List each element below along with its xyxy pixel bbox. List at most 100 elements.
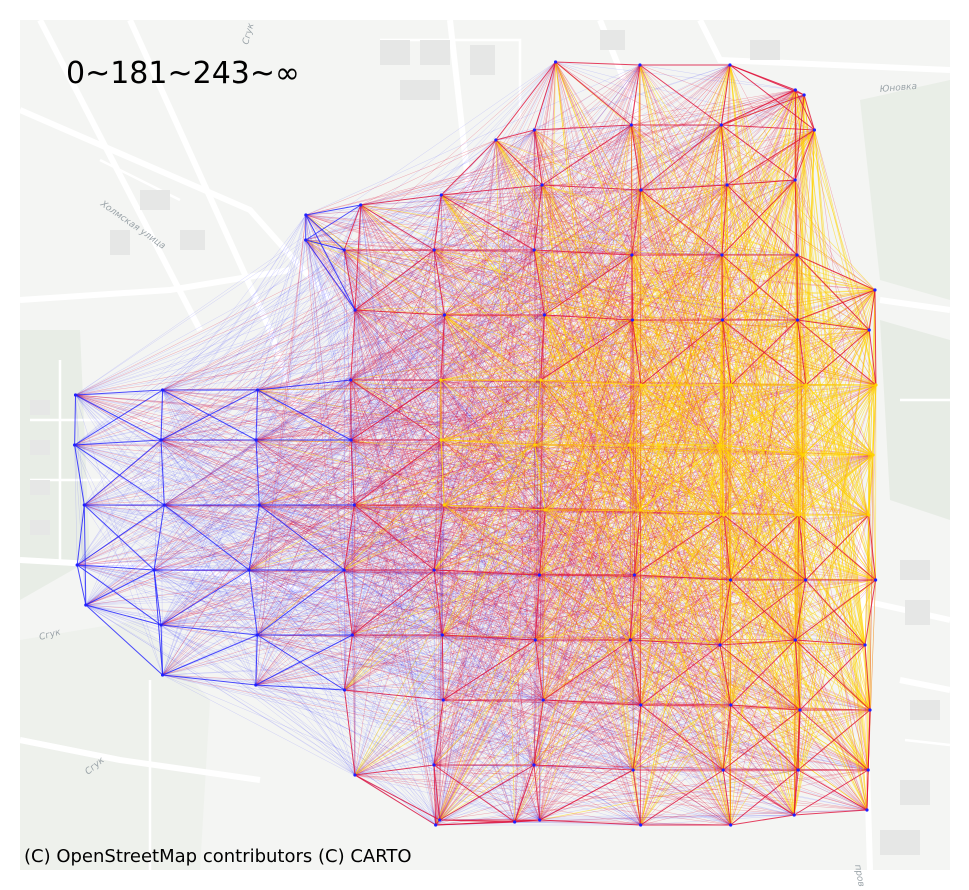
network-node bbox=[342, 688, 347, 692]
flow-edge bbox=[255, 634, 353, 686]
flow-edge bbox=[352, 194, 442, 636]
flow-edge bbox=[555, 61, 630, 446]
flow-edge bbox=[729, 64, 795, 816]
flow-edge bbox=[255, 439, 799, 771]
flow-edge bbox=[723, 384, 877, 516]
flow-edge bbox=[343, 249, 435, 766]
flow-edge bbox=[77, 564, 634, 771]
flow-edge bbox=[154, 444, 535, 571]
flow-edge bbox=[344, 569, 731, 826]
flow-edge bbox=[444, 504, 641, 706]
flow-edge bbox=[534, 249, 632, 256]
flow-edge bbox=[255, 249, 435, 441]
flow-edge bbox=[85, 604, 731, 706]
flow-edge bbox=[514, 769, 724, 823]
flow-edge bbox=[797, 319, 870, 331]
flow-edge bbox=[255, 439, 796, 641]
flow-edge bbox=[435, 184, 543, 826]
flow-edge bbox=[441, 194, 535, 251]
flow-edge bbox=[639, 64, 876, 291]
flow-edge bbox=[441, 194, 732, 706]
flow-edge bbox=[640, 644, 721, 706]
flow-edge bbox=[640, 89, 796, 826]
flow-edge bbox=[634, 574, 731, 581]
flow-edge bbox=[631, 124, 728, 186]
flow-edge bbox=[360, 204, 731, 706]
flow-edge bbox=[305, 214, 635, 576]
flow-edge bbox=[160, 624, 515, 823]
flow-edge bbox=[629, 444, 721, 646]
flow-edge bbox=[439, 129, 815, 821]
flow-edge bbox=[76, 504, 85, 566]
flow-edge bbox=[161, 379, 441, 441]
flow-edge bbox=[630, 124, 642, 191]
flow-edge bbox=[255, 204, 361, 441]
flow-edge bbox=[444, 314, 634, 771]
flow-edge bbox=[249, 444, 720, 571]
flow-edge bbox=[154, 569, 795, 816]
flow-edge bbox=[163, 504, 250, 571]
flow-edge bbox=[305, 239, 345, 571]
flow-edge bbox=[74, 444, 540, 821]
flow-edge bbox=[632, 454, 874, 771]
flow-edge bbox=[160, 249, 535, 626]
flow-edge bbox=[797, 289, 876, 321]
flow-edge bbox=[540, 379, 641, 386]
network-node bbox=[75, 563, 79, 567]
flow-edge bbox=[354, 314, 445, 506]
flow-edge bbox=[868, 514, 871, 711]
flow-edge bbox=[639, 64, 815, 131]
flow-edge bbox=[541, 184, 798, 256]
flow-edge bbox=[439, 384, 642, 821]
flow-edge bbox=[160, 439, 868, 811]
flow-edge bbox=[75, 394, 250, 571]
flow-edge bbox=[440, 379, 731, 826]
flow-edge bbox=[249, 569, 801, 711]
flow-edge bbox=[630, 454, 874, 641]
flow-edge bbox=[814, 129, 870, 331]
flow-edge bbox=[555, 61, 796, 91]
network-node bbox=[352, 503, 356, 507]
flow-edge bbox=[77, 189, 642, 566]
flow-edge bbox=[344, 179, 796, 691]
flow-edge bbox=[85, 604, 869, 771]
flow-edge bbox=[85, 579, 876, 606]
flow-edge bbox=[84, 129, 815, 506]
flow-edge bbox=[795, 89, 869, 771]
flow-edge bbox=[433, 249, 515, 823]
flow-edge bbox=[632, 289, 876, 321]
flow-edge bbox=[352, 634, 540, 821]
flow-edge bbox=[305, 239, 731, 826]
flow-edge bbox=[534, 124, 632, 131]
flow-edge bbox=[305, 239, 875, 291]
flow-edge bbox=[344, 64, 731, 251]
flow-edge bbox=[74, 444, 355, 506]
flow-edge bbox=[730, 179, 796, 706]
flow-edge bbox=[533, 709, 871, 766]
flow-edge bbox=[640, 704, 795, 816]
flow-edge bbox=[256, 439, 546, 511]
flow-edge bbox=[719, 444, 800, 516]
flow-edge bbox=[796, 254, 870, 331]
network-node bbox=[350, 633, 354, 637]
flow-edge bbox=[75, 379, 541, 396]
flow-edge bbox=[354, 644, 866, 776]
flow-edge bbox=[164, 504, 444, 701]
flow-edge bbox=[162, 389, 435, 766]
flow-edge bbox=[344, 689, 869, 771]
flow-edge bbox=[439, 444, 535, 821]
flow-edge bbox=[630, 639, 641, 826]
flow-edge bbox=[435, 639, 631, 826]
flow-edge bbox=[354, 309, 436, 826]
flow-edge bbox=[444, 139, 497, 506]
flow-edge bbox=[514, 821, 641, 826]
flow-edge bbox=[442, 319, 798, 636]
flow-edge bbox=[255, 684, 795, 816]
flow-edge bbox=[544, 314, 630, 446]
flow-edge bbox=[354, 774, 440, 821]
flow-edge bbox=[352, 379, 442, 636]
network-node bbox=[257, 503, 261, 507]
flow-edge bbox=[350, 124, 632, 381]
flow-edge bbox=[435, 821, 515, 826]
